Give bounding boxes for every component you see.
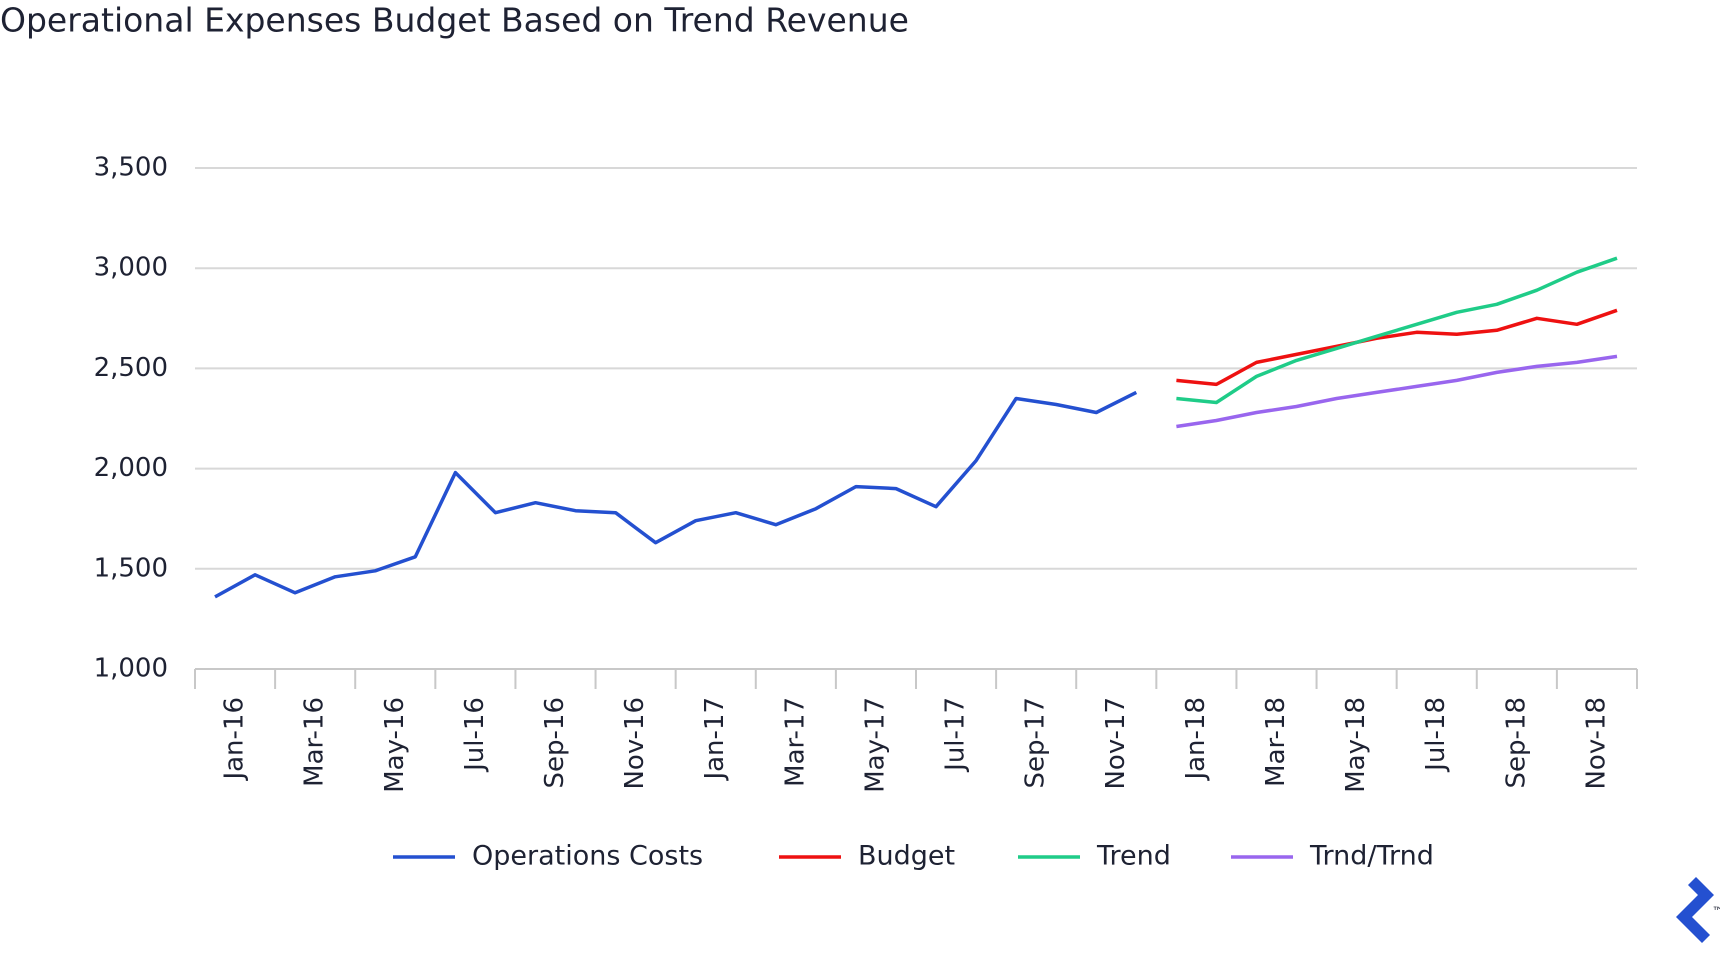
chart-title: Operational Expenses Budget Based on Tre… [0,1,909,40]
legend-label: Operations Costs [472,841,703,872]
x-tick-label: Jul-17 [941,697,971,773]
x-tick-label: May-16 [380,697,410,793]
x-tick-label: Sep-17 [1021,697,1051,788]
x-tick-label: Jan-18 [1181,697,1211,782]
x-tick-label: Sep-16 [540,697,570,788]
x-tick-label: Jul-18 [1421,697,1451,773]
series-line [1176,256,1618,405]
x-tick-label: Mar-16 [300,697,330,787]
y-tick-label: 1,000 [94,654,168,684]
trademark: ™ [1712,905,1720,919]
legend-label: Trend [1096,841,1171,872]
series-line [1176,354,1618,429]
y-tick-label: 3,000 [94,253,168,283]
x-tick-label: May-18 [1341,697,1371,793]
x-tick-label: Mar-18 [1261,697,1291,787]
x-tick-label: Nov-16 [620,697,650,790]
logo: ™ [1676,877,1720,943]
x-tick-label: Nov-18 [1581,697,1611,790]
series-line [214,390,1138,599]
x-tick-label: Mar-17 [780,697,810,787]
legend-label: Trnd/Trnd [1309,841,1434,872]
x-tick-label: Jan-17 [700,697,730,782]
y-tick-label: 2,000 [94,453,168,483]
logo-icon [1676,877,1714,943]
x-tick-label: Nov-17 [1101,697,1131,790]
x-tick-label: Jul-16 [460,697,490,773]
y-tick-label: 2,500 [94,353,168,383]
legend-label: Budget [858,841,955,872]
x-tick-label: Jan-16 [220,697,250,782]
y-tick-label: 3,500 [94,153,168,183]
series-line [1176,308,1618,387]
x-tick-label: Sep-18 [1501,697,1531,788]
y-tick-label: 1,500 [94,553,168,583]
x-tick-label: May-17 [860,697,890,793]
